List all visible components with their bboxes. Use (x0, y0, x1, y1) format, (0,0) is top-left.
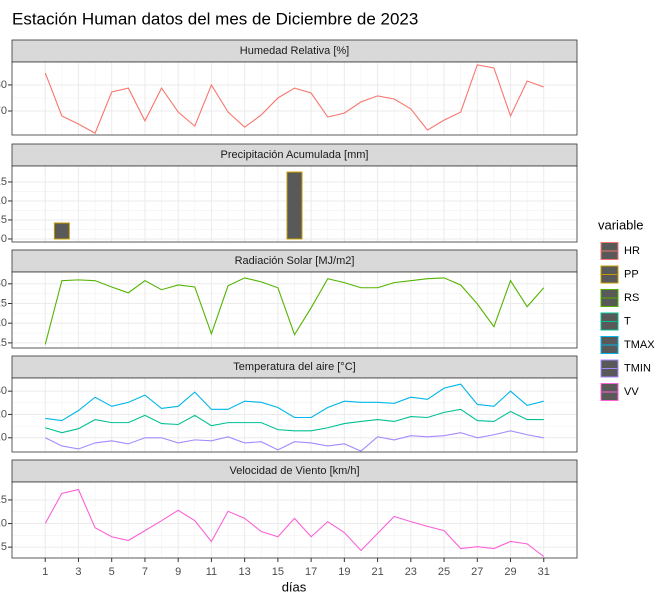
x-tick-label: 17 (305, 566, 317, 578)
bar (286, 171, 303, 240)
line (44, 488, 545, 558)
y-tick-label: 30 (0, 385, 7, 397)
x-tick-label: 23 (405, 566, 417, 578)
y-tick-label: 25 (0, 297, 7, 309)
panel-border (11, 377, 578, 453)
x-tick-label: 27 (471, 566, 483, 578)
strip-label: Temperatura del aire [°C] (233, 361, 355, 373)
x-tick-label: 13 (239, 566, 251, 578)
strip-label: Precipitación Acumulada [mm] (221, 149, 369, 161)
x-tick-label: 29 (504, 566, 516, 578)
legend-label: VV (624, 386, 639, 398)
x-tick-label: 3 (75, 566, 81, 578)
x-tick-label: 7 (142, 566, 148, 578)
strip-label: Velocidad de Viento [km/h] (229, 465, 359, 477)
y-tick-label: 20 (0, 317, 7, 329)
x-tick-label: 1 (42, 566, 48, 578)
line (45, 408, 544, 434)
panel-border (11, 61, 578, 136)
y-tick-label: 5 (1, 214, 7, 226)
y-tick-label: 70 (0, 105, 7, 117)
x-tick-label: 15 (272, 566, 284, 578)
y-tick-label: 10 (0, 195, 7, 207)
y-tick-label: 30 (0, 278, 7, 290)
y-tick-label: 15 (0, 337, 7, 349)
x-tick-label: 9 (175, 566, 181, 578)
chart-title: Estación Human datos del mes de Diciembr… (12, 9, 418, 28)
legend-label: TMIN (624, 362, 651, 374)
legend-label: T (624, 315, 631, 327)
legend-label: RS (624, 292, 639, 304)
legend-title: variable (598, 217, 644, 232)
line (44, 277, 545, 345)
x-tick-label: 21 (371, 566, 383, 578)
bar (53, 222, 70, 240)
panel-border (11, 165, 578, 243)
x-axis-title: días (282, 579, 307, 593)
x-tick-label: 19 (338, 566, 350, 578)
legend-label: TMAX (624, 339, 655, 351)
y-tick-label: 10 (0, 432, 7, 444)
legend-label: PP (624, 268, 639, 280)
y-tick-label: 20 (0, 408, 7, 420)
legend-label: HR (624, 245, 640, 257)
strip-label: Humedad Relativa [%] (240, 45, 349, 57)
y-tick-label: 15 (0, 176, 7, 188)
panel-border (11, 271, 578, 349)
strip-label: Radiación Solar [MJ/m2] (235, 255, 355, 267)
y-tick-label: 15 (0, 494, 7, 506)
y-tick-label: 80 (0, 79, 7, 91)
x-tick-label: 5 (109, 566, 115, 578)
panel-border (11, 481, 578, 559)
x-tick-label: 25 (438, 566, 450, 578)
y-tick-label: 0 (1, 233, 7, 245)
line (45, 383, 544, 422)
x-tick-label: 31 (538, 566, 550, 578)
line (44, 430, 544, 452)
y-tick-label: 5 (1, 541, 7, 553)
x-tick-label: 11 (206, 566, 217, 578)
y-tick-label: 10 (0, 517, 7, 529)
line (44, 64, 544, 134)
